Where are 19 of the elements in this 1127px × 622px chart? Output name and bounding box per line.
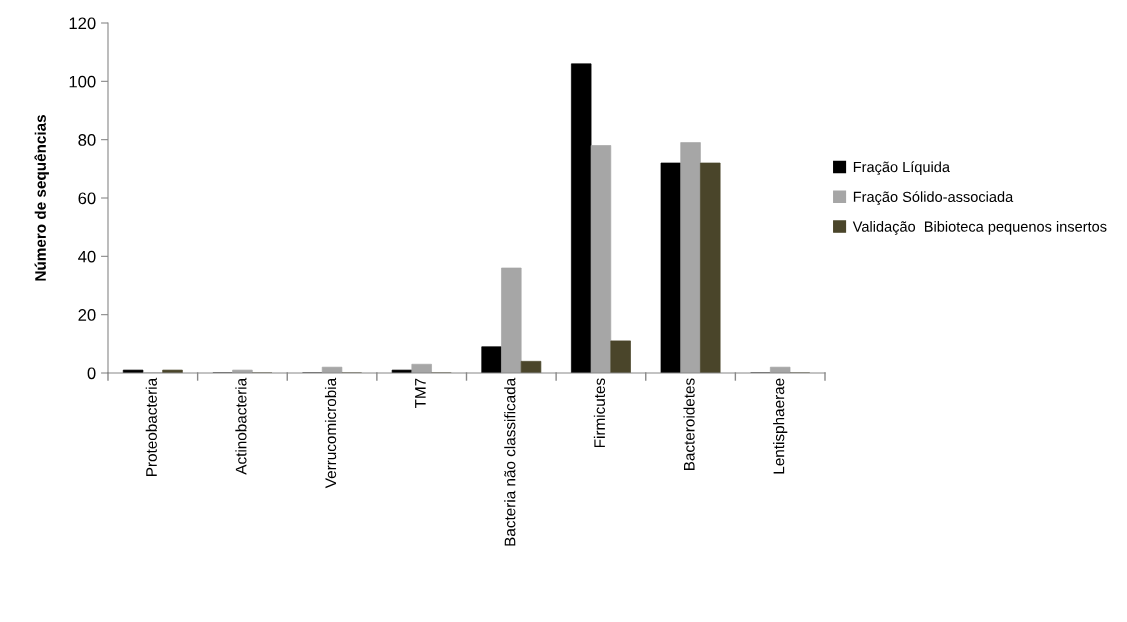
y-tick-label: 100 [69,75,96,88]
legend-label: Fração Líquida [853,161,950,176]
y-tick-label: 0 [87,367,96,380]
y-axis-title: Número de sequências [34,114,49,281]
y-tick-label: 40 [78,250,96,263]
legend-label: Validação Bibioteca pequenos insertos [852,221,1107,235]
x-tick-label: Verrucomicrobia [324,377,337,489]
x-tick-label: Lentisphaerae [773,378,788,474]
legend-label: Fração Sólido-associada [853,191,1014,205]
y-tick-label: 20 [78,309,96,321]
y-tick-label: 80 [78,134,96,146]
x-tick-label: Proteobacteria [145,377,157,476]
x-tick-label: Bacteroidetes [683,378,695,471]
x-tick-label: TM7 [415,378,426,409]
x-tick-label: Bacteria não classificada [504,377,516,546]
x-tick-label: Actinobacteria [235,377,247,475]
y-tick-label: 60 [78,192,96,205]
x-tick-label: Firmicutes [593,378,606,448]
y-tick-label: 120 [69,17,96,30]
